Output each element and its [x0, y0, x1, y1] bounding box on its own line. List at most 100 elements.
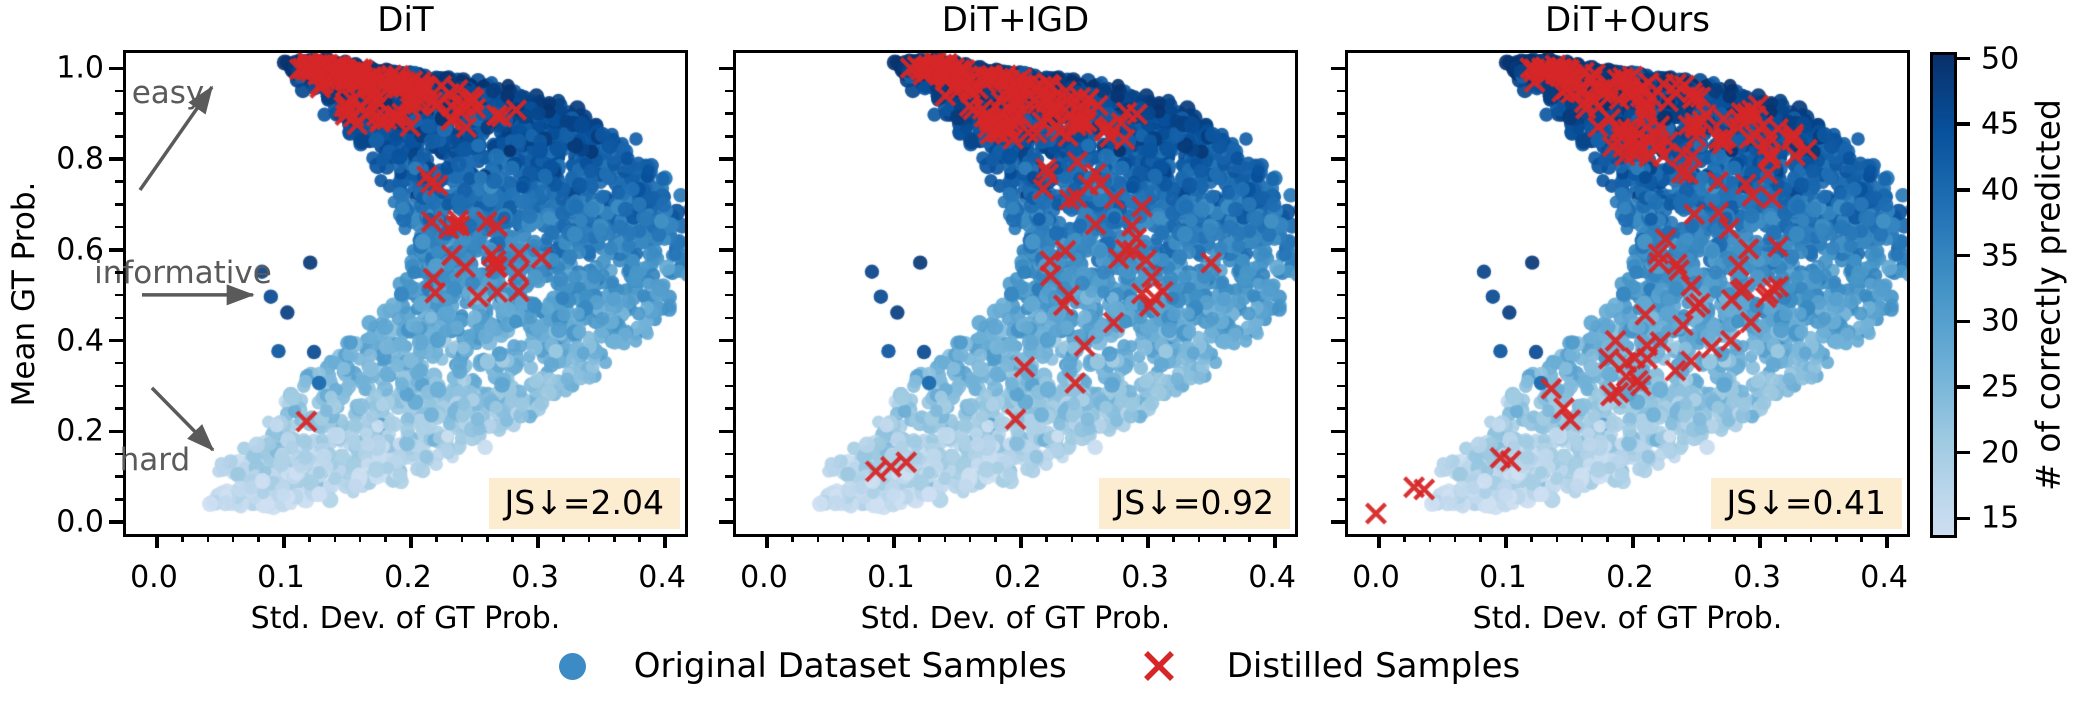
y-tick-label: 0.2 — [56, 413, 104, 449]
y-minor-tick — [115, 271, 123, 274]
annotation-easy: easy — [131, 75, 205, 112]
y-minor-tick — [1337, 271, 1345, 274]
y-tick-label: 1.0 — [56, 50, 104, 86]
x-minor-tick — [1784, 534, 1787, 542]
y-minor-tick — [725, 135, 733, 138]
y-major-tick — [109, 248, 123, 252]
x-tick-label: 0.1 — [1479, 560, 1527, 595]
x-minor-tick — [1733, 534, 1736, 542]
x-axis-label: Std. Dev. of GT Prob. — [1472, 601, 1783, 636]
x-minor-tick — [1809, 534, 1813, 542]
js-divergence-badge: JS↓=0.41 — [1710, 478, 1902, 529]
colorbar-tick — [1957, 253, 1970, 258]
x-tick-label: 0.4 — [1248, 560, 1296, 595]
panel-dit-ours: DiT+Ours JS↓=0.41 Std. Dev. of GT Prob. … — [1331, 0, 1910, 703]
x-minor-tick — [1070, 534, 1074, 542]
distilled-samples-x-icon — [1143, 651, 1174, 681]
y-minor-tick — [1337, 407, 1345, 410]
y-minor-tick — [725, 475, 733, 478]
colorbar-tick-label: 20 — [1981, 435, 2020, 471]
y-minor-tick — [115, 135, 123, 138]
y-minor-tick — [725, 498, 733, 501]
y-major-tick — [109, 429, 123, 434]
y-minor-tick — [115, 498, 123, 501]
y-minor-tick — [725, 271, 733, 274]
x-minor-tick — [943, 534, 947, 542]
plot-frame: JS↓=0.41 — [1331, 50, 1910, 548]
x-minor-tick — [1223, 534, 1226, 542]
colorbar-tick — [1957, 319, 1970, 324]
y-minor-tick — [115, 89, 123, 93]
x-minor-tick — [1708, 534, 1711, 542]
x-minor-tick — [562, 534, 565, 542]
y-major-tick — [719, 248, 733, 252]
y-minor-tick — [115, 112, 123, 115]
y-major-tick — [1331, 429, 1345, 434]
x-minor-tick — [435, 534, 438, 542]
panel-title: DiT — [377, 0, 434, 40]
y-minor-tick — [115, 452, 123, 456]
x-minor-tick — [486, 534, 489, 542]
x-minor-tick — [1045, 534, 1048, 542]
y-minor-tick — [115, 180, 123, 183]
y-major-tick — [719, 429, 733, 434]
x-tick-label: 0.3 — [1121, 560, 1169, 595]
x-minor-tick — [1682, 534, 1686, 542]
x-major-tick — [1758, 534, 1762, 548]
y-tick-label: 0.8 — [56, 141, 104, 177]
x-minor-tick — [1248, 534, 1251, 542]
x-minor-tick — [994, 534, 997, 542]
y-minor-tick — [1337, 135, 1345, 138]
x-tick-label: 0.4 — [638, 560, 686, 595]
x-minor-tick — [1530, 534, 1533, 542]
colorbar-tick — [1957, 122, 1970, 126]
x-major-tick — [1019, 534, 1023, 548]
x-minor-tick — [206, 534, 210, 542]
x-major-tick — [1504, 534, 1508, 548]
y-minor-tick — [725, 293, 733, 297]
panel-title: DiT+Ours — [1545, 0, 1710, 40]
colorbar-tick-label: 25 — [1981, 369, 2020, 405]
y-minor-tick — [1337, 384, 1345, 388]
legend-label-distilled: Distilled Samples — [1226, 646, 1521, 686]
y-minor-tick — [725, 316, 733, 320]
x-minor-tick — [918, 534, 921, 542]
x-tick-label: 0.1 — [867, 560, 915, 595]
y-minor-tick — [725, 225, 733, 229]
x-minor-tick — [181, 534, 184, 542]
x-tick-label: 0.2 — [384, 560, 432, 595]
legend: Original Dataset Samples Distilled Sampl… — [0, 646, 2079, 686]
x-minor-tick — [1172, 534, 1175, 542]
js-divergence-badge: JS↓=0.92 — [1098, 478, 1290, 529]
x-minor-tick — [791, 534, 794, 542]
legend-item-distilled: Distilled Samples — [1139, 646, 1521, 686]
x-minor-tick — [1479, 534, 1482, 542]
x-tick-label: 0.2 — [1606, 560, 1654, 595]
x-major-tick — [1885, 534, 1889, 548]
original-samples-dot-icon — [558, 652, 586, 680]
x-minor-tick — [968, 534, 972, 542]
colorbar-tick-label: 15 — [1981, 500, 2020, 536]
colorbar-tick-label: 50 — [1981, 41, 2020, 77]
x-minor-tick — [867, 534, 870, 542]
colorbar — [1930, 52, 1957, 538]
y-minor-tick — [1337, 475, 1345, 478]
y-minor-tick — [1337, 180, 1345, 183]
x-minor-tick — [460, 534, 464, 542]
scatter-canvas-dit-igd — [736, 53, 1295, 534]
x-axis-label: Std. Dev. of GT Prob. — [860, 601, 1171, 636]
y-minor-tick — [725, 180, 733, 183]
colorbar-tick-label: 35 — [1981, 238, 2020, 274]
plot-frame: easy informative hard JS↓=2.04 0.0 0.2 0.4… — [56, 50, 688, 548]
y-minor-tick — [1337, 89, 1345, 93]
x-major-tick — [1631, 534, 1635, 548]
y-major-tick — [1331, 338, 1345, 343]
y-minor-tick — [115, 384, 123, 388]
y-minor-tick — [725, 407, 733, 410]
x-minor-tick — [1403, 534, 1406, 542]
y-minor-tick — [115, 316, 123, 320]
y-minor-tick — [115, 407, 123, 410]
y-major-tick — [109, 66, 123, 70]
panel-title: DiT+IGD — [941, 0, 1090, 40]
x-tick-label: 0.3 — [1733, 560, 1781, 595]
